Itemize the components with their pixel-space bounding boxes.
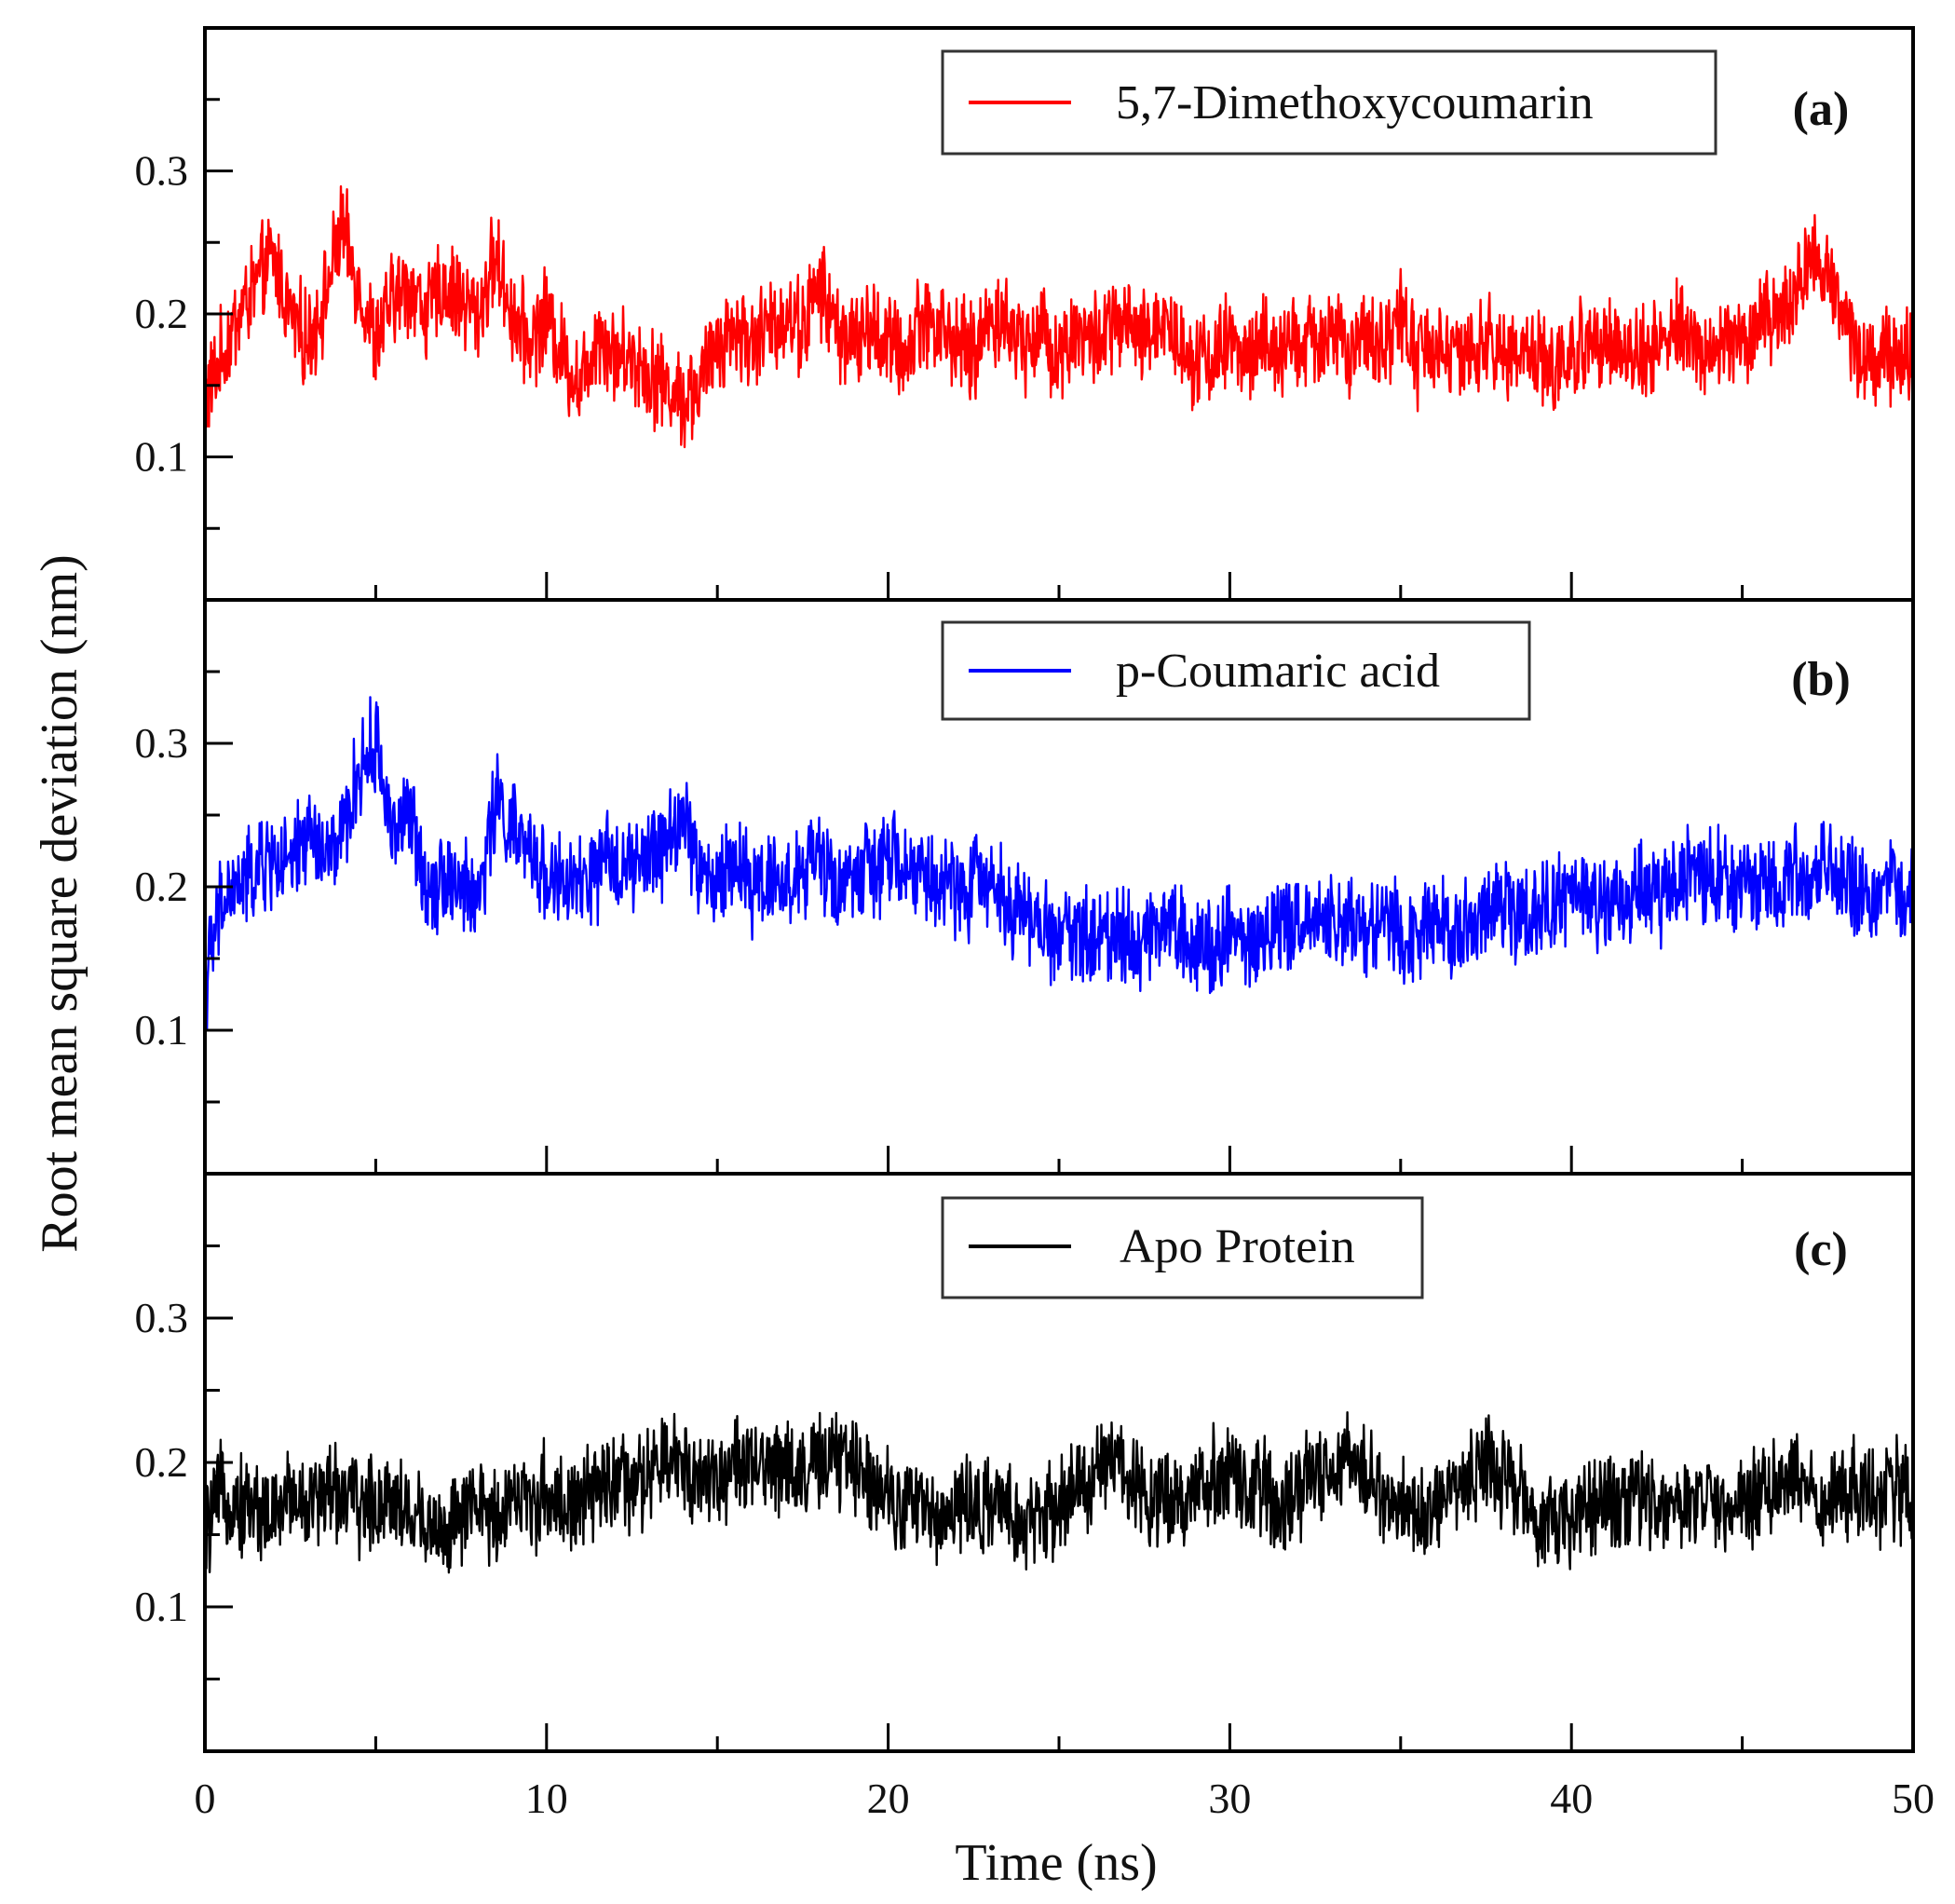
- panel-a-tag: (a): [1793, 83, 1850, 136]
- panel-b-ytick-label: 0.2: [135, 863, 189, 910]
- panel-b-legend-label: p-Coumaric acid: [1116, 645, 1440, 698]
- panel-c-series-layer: [203, 1411, 1915, 1574]
- panel-a: 0.1 0.2 0.3 5,7-Dimethoxycoumarin (a): [135, 26, 1915, 602]
- panel-c-ytick-label: 0.1: [135, 1583, 189, 1630]
- panel-b-ytick-label: 0.1: [135, 1006, 189, 1054]
- panel-a-ytick-label: 0.2: [135, 290, 189, 337]
- x-tick-label: 10: [525, 1775, 568, 1822]
- panel-a-ticks-layer: 0.1 0.2 0.3: [135, 98, 1745, 600]
- panel-b-ytick-label: 0.3: [135, 719, 189, 767]
- x-tick-label: 50: [1892, 1775, 1935, 1822]
- panel-b-tag: (b): [1791, 653, 1851, 706]
- panel-c-ytick-label: 0.3: [135, 1294, 189, 1341]
- x-tick-label: 0: [195, 1775, 216, 1822]
- panel-a-series-line: [203, 184, 1915, 449]
- panel-a-series-layer: [203, 184, 1915, 449]
- panel-b-series-layer: [203, 696, 1915, 1030]
- x-tick-labels: 0 10 20 30 40 50: [195, 1775, 1935, 1822]
- panel-b-legend: p-Coumaric acid: [941, 620, 1531, 721]
- panel-a-ytick-label: 0.3: [135, 147, 189, 195]
- panel-b-series-line: [203, 696, 1915, 1030]
- panel-c-legend: Apo Protein: [941, 1196, 1424, 1299]
- panel-c: 0.1 0.2 0.3 Apo Protein (c): [135, 1172, 1915, 1753]
- panel-c-ytick-label: 0.2: [135, 1438, 189, 1486]
- x-axis-title: Time (ns): [955, 1834, 1157, 1892]
- panel-a-ytick-label: 0.1: [135, 433, 189, 481]
- panel-c-tag: (c): [1794, 1223, 1848, 1276]
- panel-a-legend-label: 5,7-Dimethoxycoumarin: [1116, 76, 1594, 129]
- y-axis-title: Root mean square deviation (nm): [31, 554, 88, 1253]
- panel-c-ticks-layer: 0.1 0.2 0.3: [135, 1244, 1745, 1751]
- panel-a-legend-box: [941, 49, 1717, 156]
- panel-a-legend: 5,7-Dimethoxycoumarin: [941, 49, 1717, 156]
- panel-c-frame: [203, 1172, 1915, 1753]
- panel-b: 0.1 0.2 0.3 p-Coumaric acid (b): [135, 598, 1915, 1176]
- panel-b-ticks-layer: 0.1 0.2 0.3: [135, 670, 1745, 1174]
- x-tick-label: 30: [1208, 1775, 1251, 1822]
- panel-c-series-line: [203, 1411, 1915, 1574]
- x-tick-label: 40: [1550, 1775, 1593, 1822]
- x-tick-label: 20: [867, 1775, 910, 1822]
- panel-c-legend-label: Apo Protein: [1120, 1220, 1355, 1273]
